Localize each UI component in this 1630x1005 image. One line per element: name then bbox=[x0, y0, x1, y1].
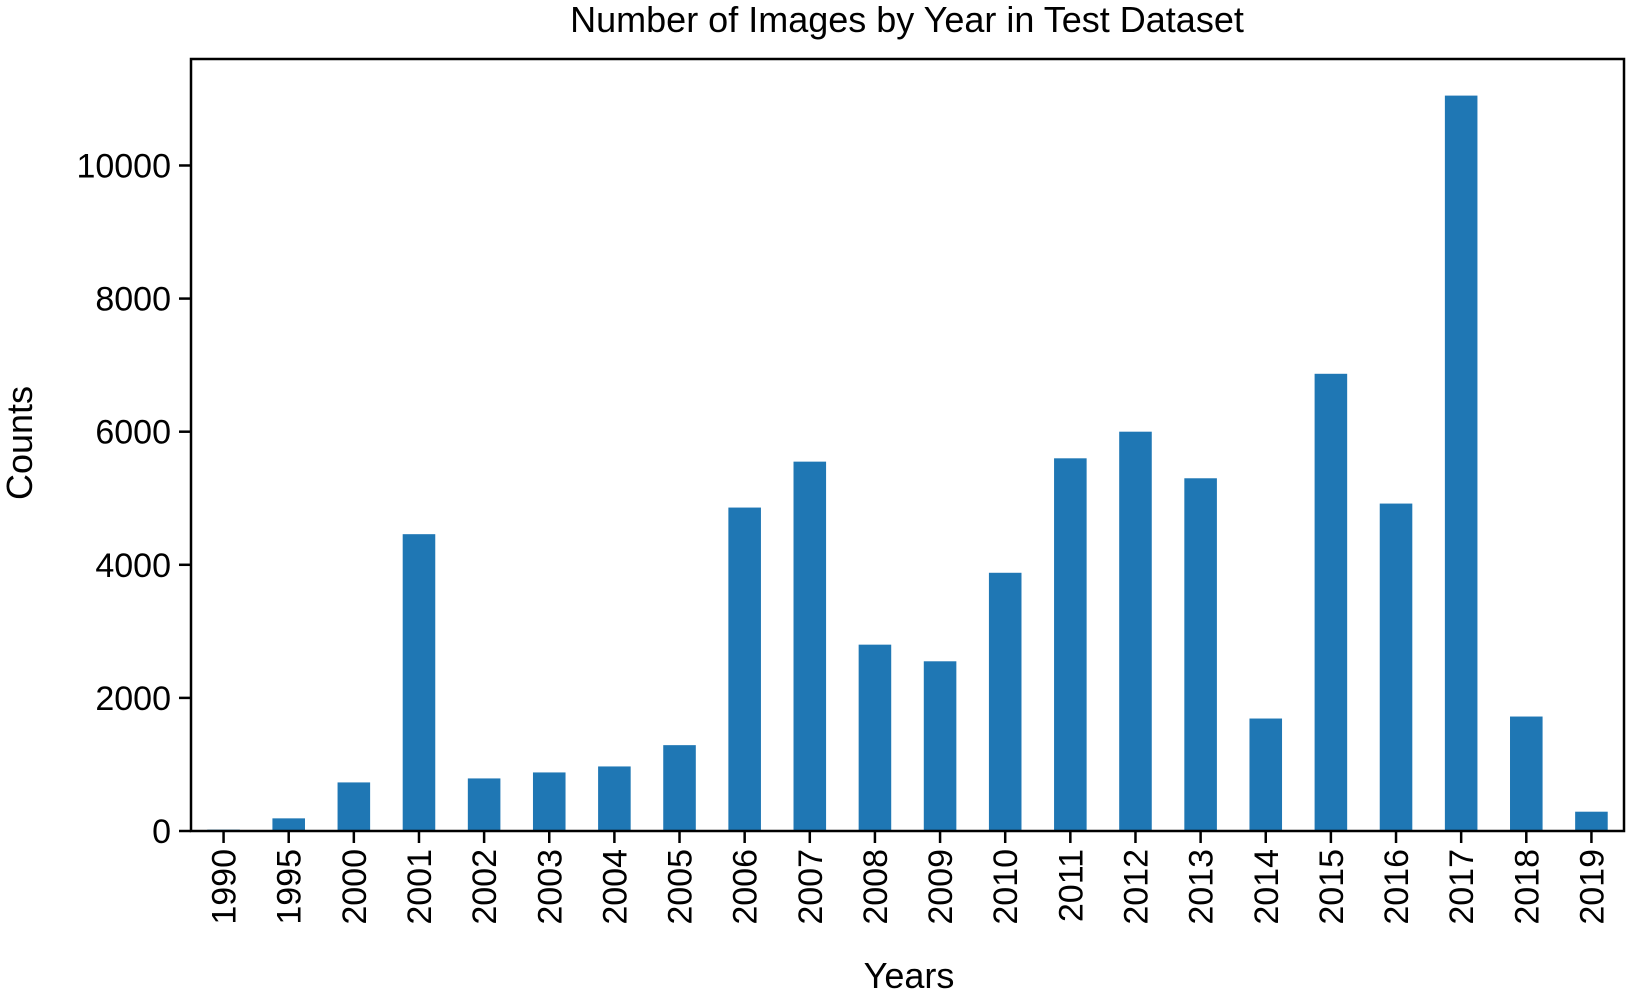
x-tick-label: 2003 bbox=[531, 849, 569, 925]
x-tick-label: 2012 bbox=[1117, 849, 1155, 925]
y-tick-label: 8000 bbox=[95, 281, 171, 319]
x-tick-label: 2016 bbox=[1378, 849, 1416, 925]
bar-2017 bbox=[1444, 95, 1478, 831]
bar-2011 bbox=[1054, 458, 1087, 831]
bar-2013 bbox=[1184, 478, 1217, 831]
bar-2012 bbox=[1119, 431, 1152, 831]
x-tick-label: 2011 bbox=[1052, 849, 1090, 922]
y-axis-label: Counts bbox=[0, 386, 40, 500]
bar-2001 bbox=[402, 534, 436, 831]
x-tick-label: 2006 bbox=[727, 849, 765, 925]
y-tick-label: 2000 bbox=[95, 680, 171, 718]
y-tick-label: 10000 bbox=[76, 147, 171, 185]
bar-2008 bbox=[858, 644, 892, 831]
x-tick-label: 2014 bbox=[1248, 849, 1286, 925]
bar-2018 bbox=[1510, 716, 1543, 831]
bar-2015 bbox=[1314, 373, 1348, 831]
x-axis-ticks: 1990 1995 2000 2001 2002 2003 2004 2005 2006 2007… bbox=[206, 831, 1611, 925]
y-tick-label: 4000 bbox=[95, 547, 171, 585]
bar-2003 bbox=[532, 772, 566, 831]
x-tick-label: 1990 bbox=[206, 849, 244, 925]
x-tick-label: 2008 bbox=[857, 849, 895, 925]
x-tick-label: 2000 bbox=[336, 849, 374, 925]
bars bbox=[207, 95, 1608, 831]
bar-2002 bbox=[467, 778, 501, 831]
x-tick-label: 2001 bbox=[401, 849, 439, 925]
bar-1995 bbox=[272, 818, 305, 831]
x-tick-label: 2007 bbox=[792, 849, 830, 925]
bar-2007 bbox=[793, 461, 827, 831]
x-tick-label: 2018 bbox=[1508, 849, 1546, 925]
x-tick-label: 1995 bbox=[271, 849, 309, 925]
bar-2000 bbox=[337, 782, 371, 831]
bar-2006 bbox=[728, 507, 761, 831]
x-axis-label: Years bbox=[864, 955, 955, 996]
plot-area-frame bbox=[189, 57, 1626, 833]
x-tick-label: 2019 bbox=[1573, 849, 1611, 925]
x-tick-label: 2002 bbox=[466, 849, 504, 925]
x-tick-label: 2013 bbox=[1183, 849, 1221, 925]
bar-2016 bbox=[1379, 503, 1413, 831]
y-tick-label: 6000 bbox=[95, 414, 171, 452]
bar-2004 bbox=[598, 766, 631, 831]
bar-2010 bbox=[988, 572, 1022, 831]
bar-2005 bbox=[663, 745, 696, 831]
chart-title: Number of Images by Year in Test Dataset bbox=[570, 0, 1244, 40]
y-axis-ticks: 0 2000 4000 6000 8000 10000 bbox=[76, 147, 191, 851]
x-tick-label: 2009 bbox=[922, 849, 960, 925]
y-tick-label: 0 bbox=[152, 813, 171, 851]
bar-2009 bbox=[923, 661, 957, 831]
x-tick-label: 2010 bbox=[987, 849, 1025, 925]
x-tick-label: 2015 bbox=[1313, 849, 1351, 925]
bar-2014 bbox=[1249, 718, 1283, 831]
bar-2019 bbox=[1575, 811, 1608, 831]
x-tick-label: 2017 bbox=[1443, 849, 1481, 925]
x-tick-label: 2004 bbox=[596, 849, 634, 925]
x-tick-label: 2005 bbox=[662, 849, 700, 925]
